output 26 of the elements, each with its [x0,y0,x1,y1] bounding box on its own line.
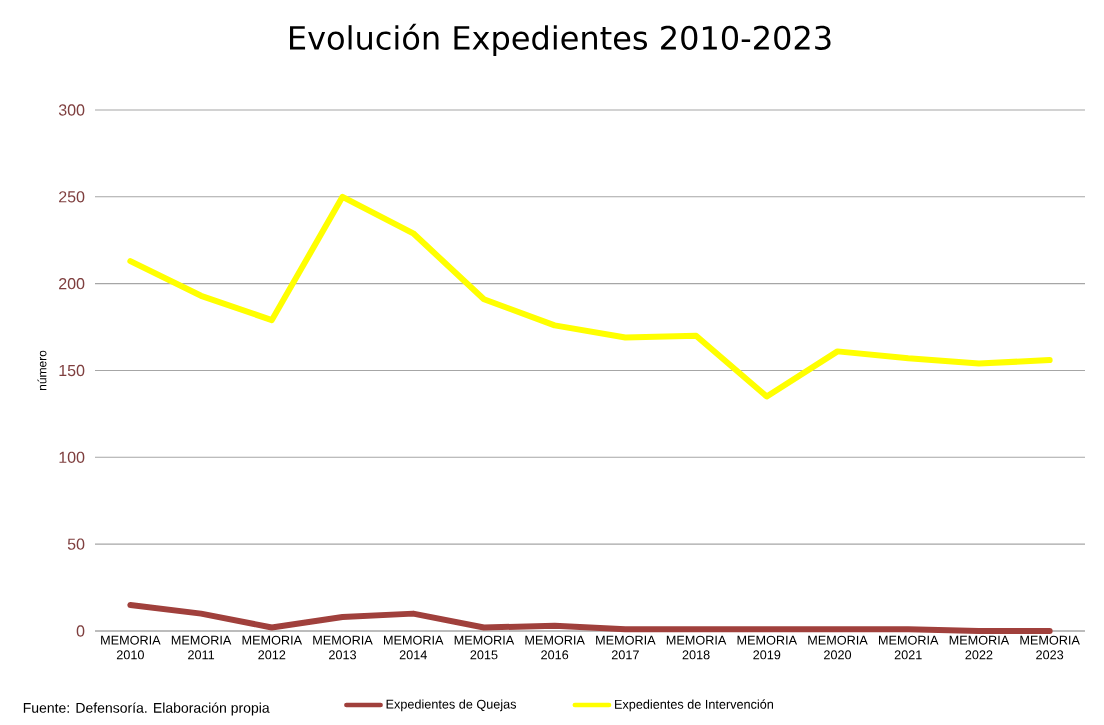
y-tick-label: 150 [59,364,85,377]
x-tick-label: MEMORIA 2014 [384,635,444,660]
y-tick-label: 300 [58,104,85,116]
y-tick-label: 200 [59,278,85,290]
y-tick-label: 0 [76,625,85,637]
legend-label: Expedientes de Quejas [386,699,517,712]
x-tick-label: MEMORIA 2019 [737,635,798,660]
legend-label: Expedientes de Intervención [615,699,774,712]
x-tick-label: MEMORIA 2018 [666,635,727,660]
x-tick-label: MEMORIA 2013 [313,635,373,660]
y-tick-label: 50 [67,538,85,550]
y-axis-title: número [37,350,47,391]
y-tick-label: 100 [59,451,85,463]
x-tick-label: MEMORIA 2022 [949,635,1010,660]
x-tick-label: MEMORIA 2015 [454,635,515,660]
x-tick-label: MEMORIA 2023 [1020,635,1080,660]
x-tick-label: MEMORIA 2010 [101,635,161,660]
chart-title: Evolución Expedientes 2010-2023 [290,23,831,57]
y-tick-label: 250 [59,191,85,203]
source-note: Fuente: Defensoría. Elaboración propia [23,702,270,716]
x-tick-label: MEMORIA 2017 [596,635,656,660]
x-tick-label: MEMORIA 2021 [879,635,939,660]
x-tick-label: MEMORIA 2011 [171,635,232,660]
x-tick-label: MEMORIA 2020 [808,635,868,660]
x-tick-label: MEMORIA 2012 [242,635,303,660]
x-tick-label: MEMORIA 2016 [525,635,585,660]
